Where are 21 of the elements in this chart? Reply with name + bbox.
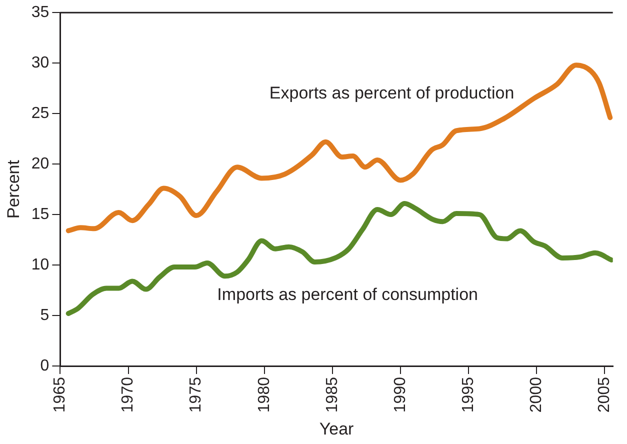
y-tick-label: 15 — [31, 206, 50, 223]
y-tick-label: 30 — [31, 54, 50, 72]
x-tick-label: 1980 — [256, 376, 273, 413]
x-axis-title: Year — [319, 419, 354, 438]
x-tick-label: 1970 — [120, 376, 137, 413]
x-tick-label: 1975 — [188, 376, 205, 413]
y-tick-label: 20 — [31, 155, 50, 172]
series-label: Exports as percent of production — [269, 84, 514, 103]
y-axis-title: Percent — [4, 160, 23, 219]
x-tick-label: 1995 — [460, 376, 477, 413]
y-tick-label: 0 — [40, 357, 50, 374]
y-tick-label: 35 — [31, 4, 50, 22]
x-tick-label: 2005 — [596, 376, 614, 413]
y-tick-label: 25 — [31, 104, 50, 122]
x-tick-label: 1985 — [324, 376, 341, 413]
x-tick-label: 1965 — [52, 376, 69, 413]
x-tick-label: 1990 — [392, 376, 409, 413]
series-label: Imports as percent of consumption — [217, 285, 478, 304]
y-tick-label: 5 — [40, 306, 50, 324]
y-tick-label: 10 — [31, 256, 50, 274]
x-tick-label: 2000 — [528, 376, 546, 413]
